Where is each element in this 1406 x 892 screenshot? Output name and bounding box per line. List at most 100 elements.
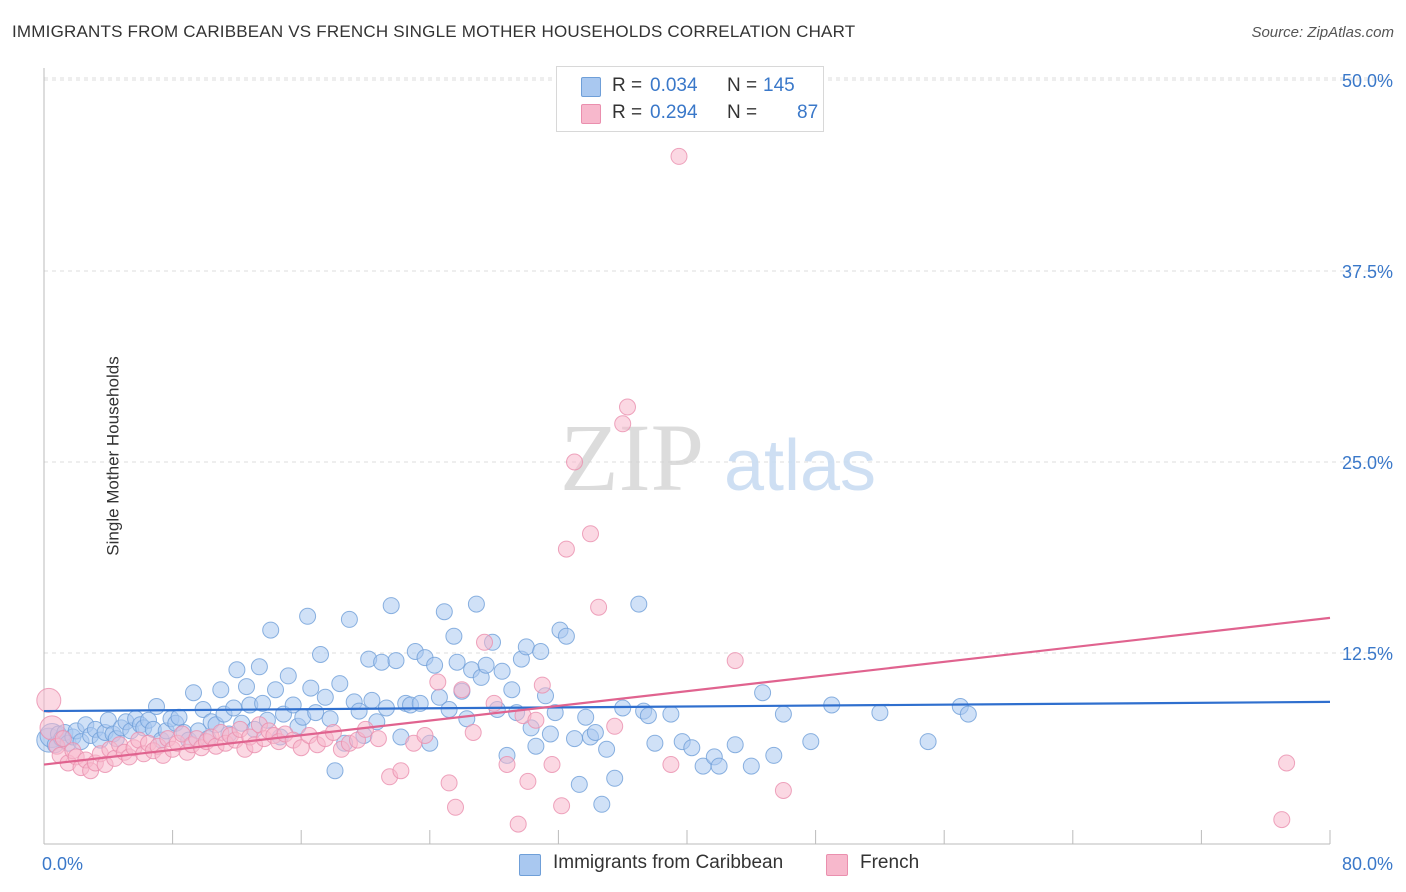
french-point xyxy=(498,756,516,773)
caribbean-point xyxy=(435,603,453,621)
french-point xyxy=(590,598,608,616)
caribbean-point xyxy=(557,627,575,645)
caribbean-point xyxy=(426,656,444,674)
legend-swatch-blue xyxy=(519,854,541,876)
watermark-zip: ZIP xyxy=(560,404,704,511)
caribbean-point xyxy=(448,653,466,671)
french-point xyxy=(447,798,464,816)
caribbean-point xyxy=(802,733,820,751)
grid-layer xyxy=(44,77,1390,654)
legend-n-label: N = xyxy=(727,75,758,96)
caribbean-point xyxy=(326,762,344,780)
french-point xyxy=(553,797,571,815)
caribbean-point xyxy=(566,730,583,748)
french-point xyxy=(619,398,636,416)
french-point xyxy=(543,756,561,773)
caribbean-point xyxy=(321,710,339,728)
y-tick-label: 37.5% xyxy=(1342,262,1393,282)
caribbean-point xyxy=(299,607,317,625)
caribbean-point xyxy=(212,681,230,699)
french-point xyxy=(1273,811,1291,829)
watermark-atlas: atlas xyxy=(724,426,876,506)
legend-n-value: 145 xyxy=(763,75,795,96)
x-tick-label: 80.0% xyxy=(1342,854,1393,874)
legend-n-label: N = xyxy=(727,102,758,123)
axis-layer xyxy=(43,68,1331,845)
french-point xyxy=(292,739,310,757)
caribbean-point xyxy=(683,739,701,757)
legend-r-label: R = xyxy=(612,75,643,96)
caribbean-point xyxy=(477,656,495,674)
french-point xyxy=(36,687,62,713)
caribbean-point xyxy=(541,725,559,743)
caribbean-point xyxy=(238,678,255,696)
caribbean-point xyxy=(517,638,535,656)
caribbean-point xyxy=(250,658,268,676)
caribbean-point xyxy=(606,769,624,787)
caribbean-point xyxy=(350,702,368,720)
legend-n-value: 87 xyxy=(797,102,819,123)
legend-swatch-blue xyxy=(581,77,601,97)
french-trend-line xyxy=(43,616,1331,766)
caribbean-point xyxy=(919,733,937,751)
caribbean-point xyxy=(458,710,476,728)
caribbean-point xyxy=(546,704,564,722)
caribbean-point xyxy=(871,704,889,722)
caribbean-point xyxy=(639,707,657,725)
caribbean-point xyxy=(363,691,381,709)
caribbean-point xyxy=(382,597,400,615)
caribbean-point xyxy=(262,621,280,639)
points-layer xyxy=(36,147,1296,833)
caribbean-point xyxy=(742,757,760,775)
caribbean-point xyxy=(726,736,744,754)
french-point xyxy=(533,676,551,694)
labels-layer: 12.5% 25.0% 37.5% 50.0% 0.0% 80.0% xyxy=(42,71,1393,874)
caribbean-point xyxy=(228,661,246,679)
french-point xyxy=(453,681,471,699)
caribbean-point xyxy=(331,675,349,693)
caribbean-point xyxy=(445,627,463,645)
caribbean-point xyxy=(316,688,334,706)
caribbean-point xyxy=(279,667,297,685)
caribbean-point xyxy=(185,684,202,702)
legend-label-french: French xyxy=(860,852,920,873)
french-point xyxy=(662,756,680,773)
legend-r-value: 0.034 xyxy=(650,75,698,96)
french-point xyxy=(670,147,688,165)
legend-r-label: R = xyxy=(612,102,643,123)
french-point xyxy=(557,540,575,558)
legend-label-caribbean: Immigrants from Caribbean xyxy=(553,852,784,873)
french-point xyxy=(566,453,583,471)
x-tick-label: 0.0% xyxy=(42,854,83,874)
caribbean-point xyxy=(467,595,485,613)
caribbean-point xyxy=(710,757,728,775)
french-point xyxy=(1278,754,1296,772)
watermark: ZIP atlas xyxy=(560,404,876,511)
caribbean-point xyxy=(340,610,358,628)
trend-layer xyxy=(43,616,1331,766)
caribbean-point xyxy=(630,595,648,613)
caribbean-point xyxy=(503,681,521,699)
french-point xyxy=(440,774,458,792)
caribbean-point xyxy=(170,708,188,726)
french-point xyxy=(416,727,434,744)
source-label: Source: ZipAtlas.com xyxy=(1251,24,1394,41)
caribbean-point xyxy=(662,705,680,723)
french-point xyxy=(369,730,387,748)
french-point xyxy=(606,717,624,735)
caribbean-point xyxy=(148,698,165,715)
caribbean-point xyxy=(646,734,664,752)
chart-title: IMMIGRANTS FROM CARIBBEAN VS FRENCH SING… xyxy=(12,22,856,41)
french-point xyxy=(392,762,410,780)
y-axis-label: Single Mother Households xyxy=(103,356,123,556)
caribbean-point xyxy=(440,701,458,718)
caribbean-point xyxy=(577,708,595,726)
caribbean-point xyxy=(598,740,616,758)
french-point xyxy=(519,772,537,790)
legend-r-value: 0.294 xyxy=(650,102,698,123)
caribbean-point xyxy=(774,705,792,723)
series-legend: Immigrants from Caribbean French xyxy=(0,852,1406,878)
french-point xyxy=(54,730,72,748)
caribbean-point xyxy=(586,724,604,741)
